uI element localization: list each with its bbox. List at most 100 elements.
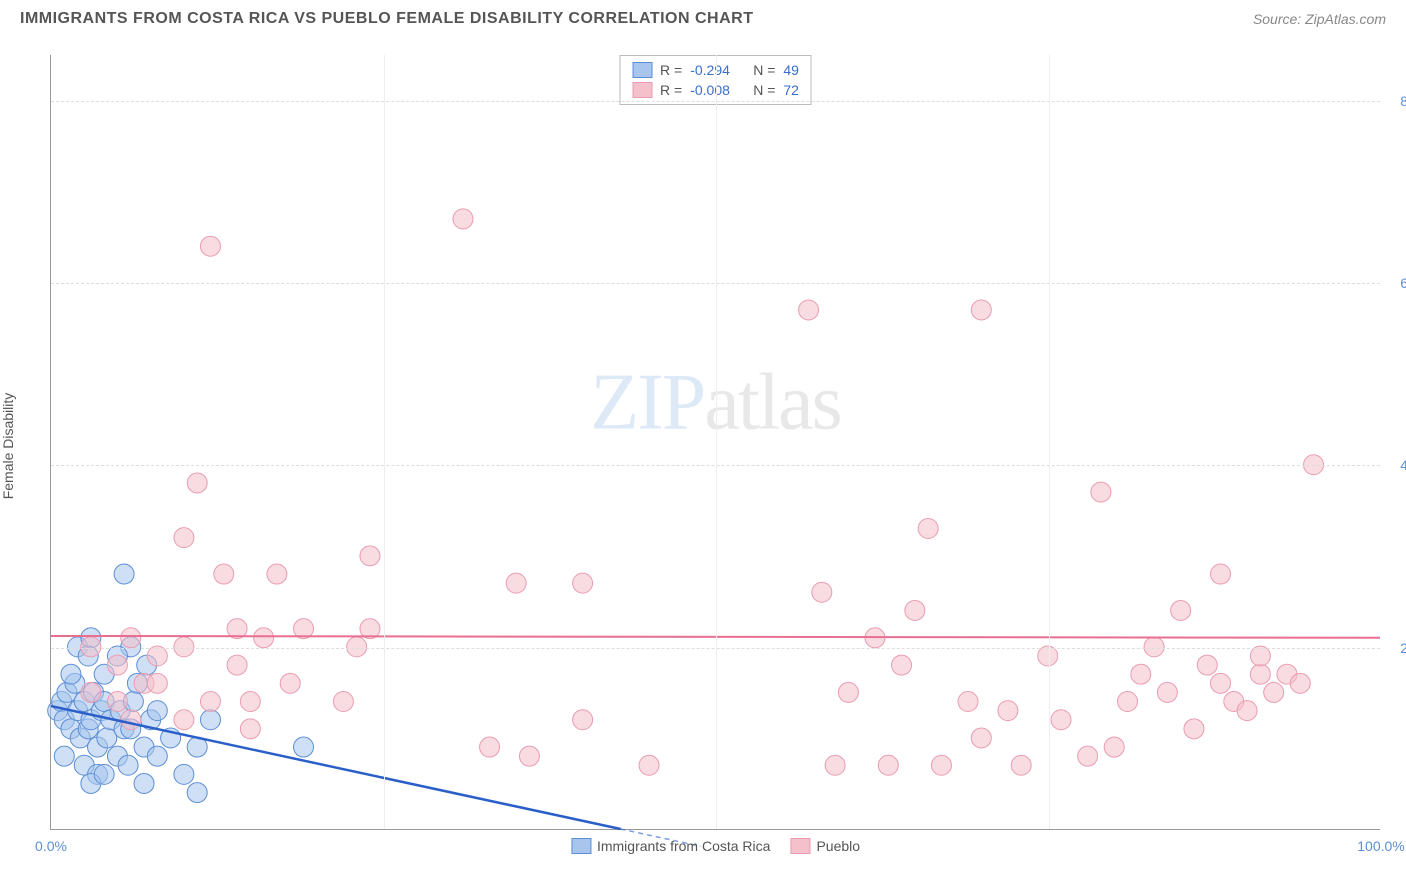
data-point: [267, 564, 287, 584]
stat-r-value: -0.008: [690, 82, 745, 98]
data-point: [333, 692, 353, 712]
data-point: [812, 582, 832, 602]
legend-swatch: [632, 62, 652, 78]
data-point: [174, 528, 194, 548]
chart-header: IMMIGRANTS FROM COSTA RICA VS PUEBLO FEM…: [0, 0, 1406, 33]
stat-r-label: R =: [660, 82, 682, 98]
stat-r-label: R =: [660, 62, 682, 78]
data-point: [1117, 692, 1137, 712]
data-point: [1104, 737, 1124, 757]
data-point: [931, 755, 951, 775]
data-point: [200, 710, 220, 730]
data-point: [838, 682, 858, 702]
gridline-vertical: [1049, 55, 1050, 829]
chart-title: IMMIGRANTS FROM COSTA RICA VS PUEBLO FEM…: [20, 10, 753, 28]
legend-swatch: [632, 82, 652, 98]
y-tick-label: 20.0%: [1385, 640, 1406, 656]
source-attribution: Source: ZipAtlas.com: [1253, 11, 1386, 27]
x-tick-label: 100.0%: [1357, 838, 1404, 854]
data-point: [118, 755, 138, 775]
data-point: [573, 573, 593, 593]
legend-series-item: Immigrants from Costa Rica: [571, 838, 770, 854]
data-point: [97, 728, 117, 748]
data-point: [799, 300, 819, 320]
gridline-vertical: [716, 55, 717, 829]
data-point: [971, 728, 991, 748]
data-point: [240, 719, 260, 739]
data-point: [918, 519, 938, 539]
data-point: [1011, 755, 1031, 775]
data-point: [519, 746, 539, 766]
data-point: [200, 692, 220, 712]
stat-n-value: 49: [783, 62, 799, 78]
data-point: [1184, 719, 1204, 739]
data-point: [94, 764, 114, 784]
data-point: [905, 600, 925, 620]
data-point: [294, 737, 314, 757]
stat-n-value: 72: [783, 82, 799, 98]
data-point: [240, 692, 260, 712]
data-point: [1237, 701, 1257, 721]
data-point: [1131, 664, 1151, 684]
data-point: [147, 673, 167, 693]
data-point: [1264, 682, 1284, 702]
data-point: [187, 473, 207, 493]
data-point: [114, 564, 134, 584]
y-tick-label: 60.0%: [1385, 275, 1406, 291]
legend-series-item: Pueblo: [790, 838, 860, 854]
data-point: [1290, 673, 1310, 693]
data-point: [121, 710, 141, 730]
stat-n-label: N =: [753, 62, 775, 78]
data-point: [1157, 682, 1177, 702]
y-axis-label: Female Disability: [0, 393, 16, 500]
data-point: [1211, 673, 1231, 693]
x-tick-label: 0.0%: [35, 838, 67, 854]
data-point: [480, 737, 500, 757]
data-point: [121, 628, 141, 648]
legend-swatch: [571, 838, 591, 854]
data-point: [107, 692, 127, 712]
data-point: [1250, 664, 1270, 684]
data-point: [506, 573, 526, 593]
data-point: [147, 746, 167, 766]
data-point: [998, 701, 1018, 721]
data-point: [825, 755, 845, 775]
data-point: [1091, 482, 1111, 502]
data-point: [61, 664, 81, 684]
data-point: [174, 710, 194, 730]
gridline-vertical: [384, 55, 385, 829]
stat-n-label: N =: [753, 82, 775, 98]
legend-series-label: Immigrants from Costa Rica: [597, 838, 770, 854]
legend-series-label: Pueblo: [816, 838, 860, 854]
data-point: [1197, 655, 1217, 675]
data-point: [200, 236, 220, 256]
data-point: [878, 755, 898, 775]
data-point: [1078, 746, 1098, 766]
stat-r-value: -0.294: [690, 62, 745, 78]
data-point: [1250, 646, 1270, 666]
data-point: [134, 773, 154, 793]
data-point: [54, 746, 74, 766]
data-point: [147, 701, 167, 721]
data-point: [81, 682, 101, 702]
data-point: [971, 300, 991, 320]
data-point: [107, 655, 127, 675]
data-point: [639, 755, 659, 775]
data-point: [227, 655, 247, 675]
series-legend: Immigrants from Costa Rica Pueblo: [571, 838, 860, 854]
data-point: [147, 646, 167, 666]
data-point: [360, 546, 380, 566]
legend-swatch: [790, 838, 810, 854]
data-point: [214, 564, 234, 584]
data-point: [1171, 600, 1191, 620]
data-point: [453, 209, 473, 229]
data-point: [254, 628, 274, 648]
data-point: [1211, 564, 1231, 584]
data-point: [892, 655, 912, 675]
data-point: [573, 710, 593, 730]
y-tick-label: 40.0%: [1385, 457, 1406, 473]
chart-plot-area: ZIPatlas R =-0.294N =49R =-0.008N =72 Im…: [50, 55, 1380, 830]
data-point: [280, 673, 300, 693]
y-tick-label: 80.0%: [1385, 93, 1406, 109]
data-point: [958, 692, 978, 712]
